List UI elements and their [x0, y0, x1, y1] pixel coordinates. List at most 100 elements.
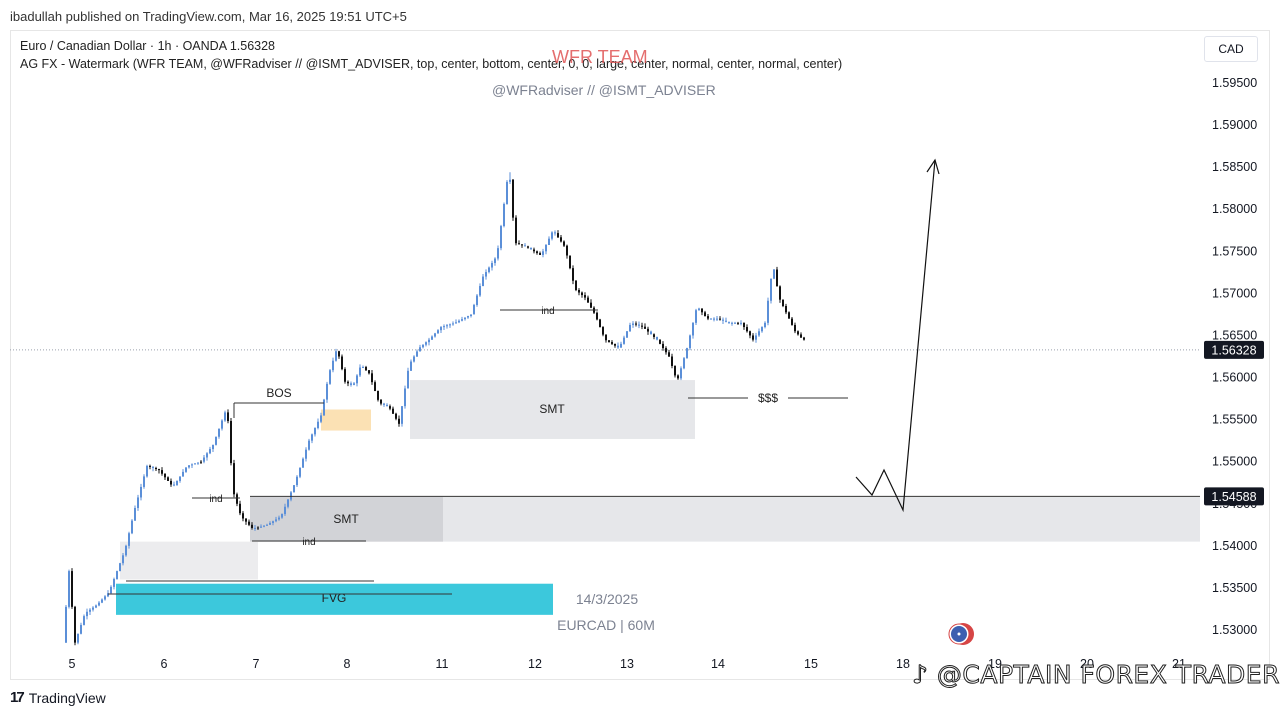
candle-body: [503, 203, 505, 227]
candle-body: [506, 181, 508, 204]
candle-body: [488, 267, 490, 273]
candle-body: [122, 555, 124, 564]
candle-body: [794, 324, 796, 332]
candle-body: [536, 251, 538, 254]
tradingview-logo[interactable]: 17 TradingView: [10, 689, 106, 706]
candle-body: [644, 326, 646, 329]
candle-body: [731, 322, 733, 324]
candle-body: [83, 616, 85, 625]
candle-body: [236, 494, 238, 504]
candle-body: [725, 320, 727, 322]
candle-body: [569, 255, 571, 269]
candle-body: [245, 518, 247, 522]
candle-body: [785, 306, 787, 313]
candle-body: [596, 312, 598, 320]
candle-body: [395, 413, 397, 419]
candle-body: [275, 519, 277, 522]
candle-body: [92, 607, 94, 610]
tradingview-logo-icon: 17: [10, 689, 25, 706]
candle-body: [683, 358, 685, 369]
published-byline: ibadullah published on TradingView.com, …: [10, 9, 407, 24]
candle-body: [461, 319, 463, 321]
candle-body: [710, 318, 712, 320]
candle-body: [110, 586, 112, 594]
candle-body: [512, 179, 514, 218]
x-tick-label: 5: [69, 657, 76, 671]
candle-body: [761, 327, 763, 332]
tradingview-brand: TradingView: [28, 689, 106, 706]
candle-body: [272, 521, 274, 524]
candle-body: [293, 485, 295, 493]
candle-body: [155, 468, 157, 470]
candle-body: [446, 325, 448, 327]
candle-body: [380, 399, 382, 404]
candle-body: [707, 316, 709, 319]
candle-body: [179, 476, 181, 481]
candle-body: [800, 334, 802, 338]
candle-body: [560, 237, 562, 242]
candle-body: [188, 465, 190, 468]
candle-body: [659, 339, 661, 344]
globe-icon: [948, 623, 974, 645]
x-tick-label: 7: [253, 657, 260, 671]
candle-body: [263, 525, 265, 527]
candle-body: [89, 609, 91, 612]
candle-body: [170, 480, 172, 485]
candle-body: [575, 280, 577, 291]
candle-body: [302, 458, 304, 468]
ind-label: ind: [302, 537, 315, 548]
last-price-tag-bg: [1204, 340, 1264, 359]
candle-body: [308, 440, 310, 450]
candle-body: [257, 527, 259, 529]
indicator-legend[interactable]: AG FX - Watermark (WFR TEAM, @WFRadviser…: [20, 57, 843, 71]
candle-body: [419, 347, 421, 352]
x-tick-label: 15: [804, 657, 818, 671]
demand-zone: [120, 541, 258, 580]
candle-body: [740, 322, 742, 324]
candle-body: [206, 453, 208, 458]
candle-body: [590, 302, 592, 308]
candle-body: [485, 272, 487, 277]
candle-body: [473, 304, 475, 315]
candle-body: [224, 412, 226, 421]
x-tick-label: 11: [436, 657, 449, 671]
candle-body: [101, 599, 103, 603]
bos-label: BOS: [266, 386, 291, 400]
x-tick-label: 13: [620, 657, 634, 671]
candle-body: [464, 317, 466, 320]
currency-button[interactable]: CAD: [1204, 36, 1258, 62]
candle-body: [125, 545, 127, 556]
candle-body: [431, 336, 433, 340]
candle-body: [665, 348, 667, 353]
candle-body: [128, 533, 130, 546]
candle-body: [704, 312, 706, 317]
candle-body: [203, 457, 205, 462]
candle-body: [296, 476, 298, 486]
candle-body: [566, 245, 568, 256]
candle-body: [746, 327, 748, 332]
candle-body: [641, 325, 643, 327]
candle-body: [572, 268, 574, 281]
candle-body: [359, 367, 361, 376]
candle-body: [545, 244, 547, 252]
candle-body: [779, 286, 781, 300]
candle-body: [728, 321, 730, 323]
symbol-legend[interactable]: Euro / Canadian Dollar · 1h · OANDA 1.56…: [20, 39, 275, 53]
x-tick-label: 20: [1080, 657, 1094, 671]
candle-body: [347, 381, 349, 384]
candle-body: [758, 331, 760, 336]
candle-body: [194, 463, 196, 465]
candle-body: [374, 382, 376, 392]
candle-body: [701, 308, 703, 313]
candle-body: [539, 253, 541, 255]
candle-body: [677, 375, 679, 379]
candle-body: [557, 233, 559, 238]
candle-body: [425, 342, 427, 345]
candle-body: [467, 316, 469, 318]
candle-body: [305, 449, 307, 459]
symbol-timeframe-label: EURCAD | 60M: [557, 617, 655, 633]
candle-body: [773, 269, 775, 279]
candle-body: [554, 232, 556, 234]
x-tick-label: 18: [896, 657, 910, 671]
